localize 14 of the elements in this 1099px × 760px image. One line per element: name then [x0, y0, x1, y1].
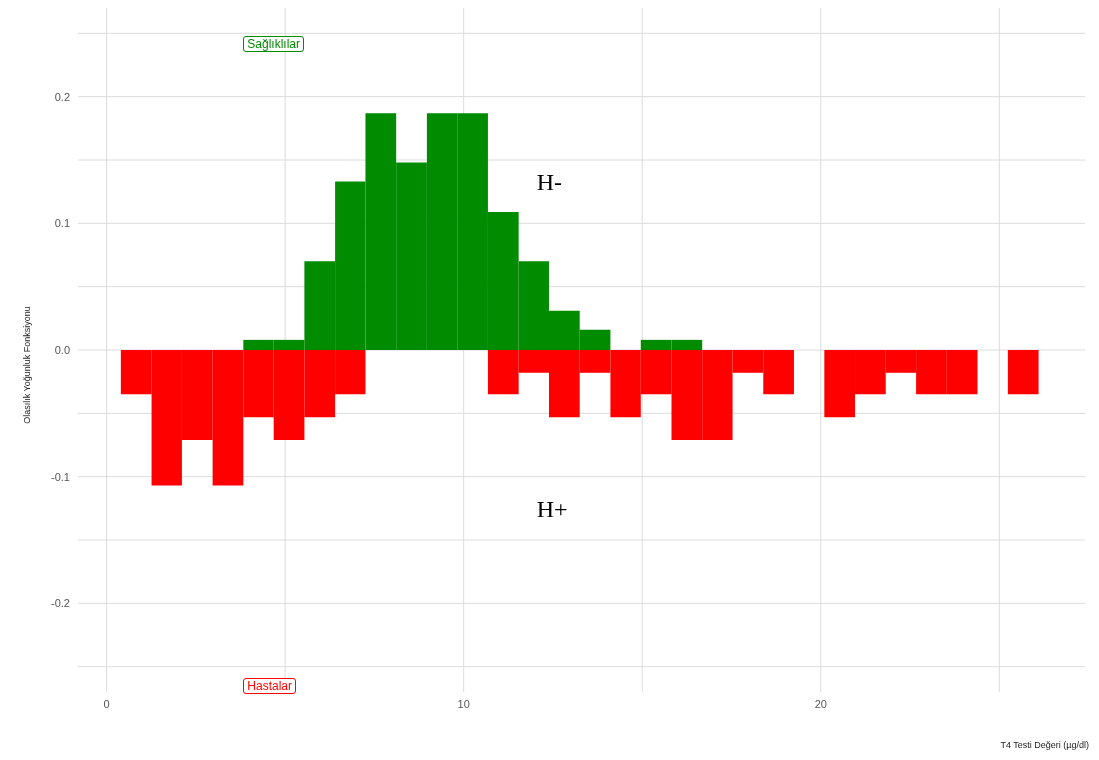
y-tick-label: 0.1 [54, 217, 70, 230]
y-axis-title: Olasılık Yoğunluk Fonksiyonu [22, 306, 32, 424]
y-tick-label: 0.2 [54, 90, 70, 103]
text: Sağlıklılar [243, 36, 305, 52]
annotation: H+ [536, 496, 568, 524]
x-tick-label: 20 [814, 697, 827, 710]
x-axis-title: T4 Testi Değeri (µg/dl) [1000, 740, 1089, 750]
x-tick-label: 0 [103, 697, 110, 710]
y-tick-label: -0.2 [51, 597, 70, 610]
y-tick-label: 0.0 [54, 343, 70, 356]
y-tick-label: -0.1 [51, 470, 70, 483]
x-tick-label: 10 [457, 697, 470, 710]
annotation: H- [536, 168, 562, 196]
text: Hastalar [243, 678, 297, 694]
